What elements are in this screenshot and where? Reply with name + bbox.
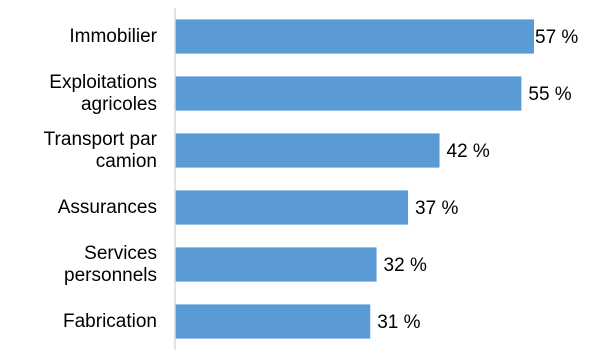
data-label-1: 55 % xyxy=(528,84,571,105)
data-labels-layer: 57 % 55 % 42 % 37 % 32 % 31 % xyxy=(377,27,578,333)
category-label-4: Services personnels xyxy=(64,243,157,286)
category-label-line: Transport par xyxy=(44,129,158,150)
bar-0 xyxy=(175,19,534,54)
category-label-5: Fabrication xyxy=(63,311,157,332)
category-label-line: agricoles xyxy=(81,94,157,115)
category-label-line: camion xyxy=(96,151,157,172)
category-label-line: Assurances xyxy=(58,197,157,218)
category-label-1: Exploitations agricoles xyxy=(49,72,157,115)
bar-2 xyxy=(175,133,440,168)
data-label-3: 37 % xyxy=(415,198,458,219)
bar-5 xyxy=(175,304,371,339)
category-label-line: Immobilier xyxy=(69,26,157,47)
data-label-5: 31 % xyxy=(377,312,420,333)
data-label-2: 42 % xyxy=(447,141,490,162)
bar-4 xyxy=(175,247,377,282)
category-label-line: Exploitations xyxy=(49,72,157,93)
category-label-0: Immobilier xyxy=(69,26,157,47)
category-label-line: personnels xyxy=(64,265,157,286)
category-label-3: Assurances xyxy=(58,197,157,218)
category-label-line: Services xyxy=(84,243,157,264)
category-label-line: Fabrication xyxy=(63,311,157,332)
bars-layer xyxy=(175,19,534,339)
bar-3 xyxy=(175,190,409,225)
category-label-2: Transport par camion xyxy=(44,129,158,172)
category-labels-layer: Immobilier Exploitations agricoles Transpor… xyxy=(44,26,158,332)
data-label-4: 32 % xyxy=(384,255,427,276)
bar-1 xyxy=(175,76,522,111)
data-label-0: 57 % xyxy=(535,27,578,48)
